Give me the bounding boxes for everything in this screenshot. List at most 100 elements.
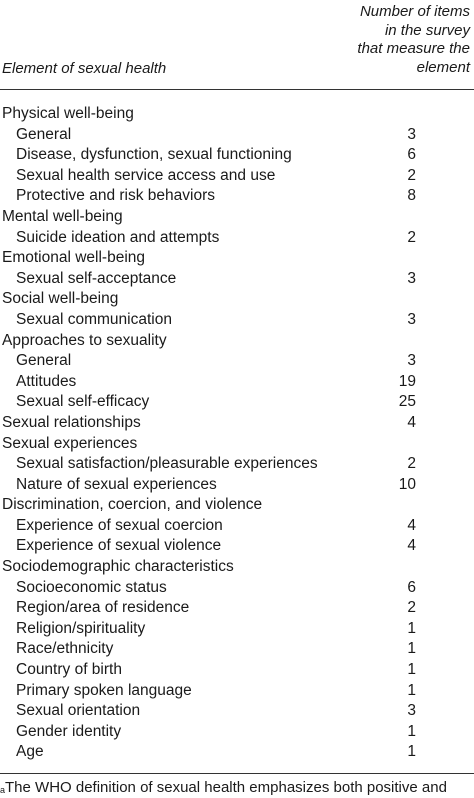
row-label: Religion/spirituality (16, 619, 146, 637)
table-row-category: Physical well-being (0, 104, 474, 125)
footnote: aThe WHO definition of sexual health emp… (0, 778, 447, 798)
column-header-line: in the survey (384, 21, 470, 39)
row-item-count: 8 (407, 187, 416, 205)
column-header-line: Number of items (359, 3, 470, 20)
column-header-element: Element of sexual health (2, 60, 167, 77)
row-label: Mental well-being (2, 207, 123, 225)
column-header-item-count: Number of items in the survey that measu… (330, 3, 470, 77)
row-item-count: 4 (407, 516, 416, 534)
row-item-count: 19 (398, 372, 416, 390)
table-row-category: Sexual experiences (0, 434, 474, 455)
row-label: Age (16, 743, 44, 761)
column-header-line: element (416, 58, 470, 76)
row-item-count: 3 (407, 310, 416, 328)
row-label: Attitudes (16, 372, 77, 390)
row-label: Sexual experiences (2, 434, 138, 452)
row-label: Sexual health service access and use (16, 166, 276, 184)
row-label: Sociodemographic characteristics (2, 558, 234, 576)
row-label: Region/area of residence (16, 599, 190, 617)
table-row-subitem: Experience of sexual violence 4 (0, 536, 474, 557)
table-row-subitem: Sexual satisfaction/pleasurable experien… (0, 454, 474, 475)
row-item-count: 1 (407, 619, 416, 637)
row-item-count: 1 (407, 743, 416, 761)
row-label: Race/ethnicity (16, 640, 114, 658)
table-row-category: Sexual relationships 4 (0, 413, 474, 434)
table-row-subitem: General 3 (0, 351, 474, 372)
table-row-category: Sociodemographic characteristics (0, 557, 474, 578)
table-row-subitem: Gender identity 1 (0, 722, 474, 743)
row-label: Suicide ideation and attempts (16, 228, 220, 246)
table-row-subitem: Suicide ideation and attempts 2 (0, 228, 474, 249)
row-item-count: 6 (407, 578, 416, 596)
table-row-subitem: Sexual orientation 3 (0, 701, 474, 722)
table-row-category: Discrimination, coercion, and violence (0, 495, 474, 516)
row-item-count: 2 (407, 228, 416, 246)
table-body: Physical well-being General 3 Disease, dysf… (0, 104, 474, 763)
row-label: Disease, dysfunction, sexual functioning (16, 146, 292, 164)
row-item-count: 1 (407, 640, 416, 658)
row-item-count: 3 (407, 352, 416, 370)
row-label: Protective and risk behaviors (16, 187, 216, 205)
row-label: Approaches to sexuality (2, 331, 167, 349)
row-label: General (16, 352, 72, 370)
footer-rule (0, 773, 474, 774)
row-item-count: 3 (407, 125, 416, 143)
table-row-subitem: Race/ethnicity 1 (0, 639, 474, 660)
table-row-subitem: Age 1 (0, 742, 474, 763)
row-label: Primary spoken language (16, 681, 192, 699)
table-row-subitem: Attitudes 19 (0, 372, 474, 393)
header-rule (0, 89, 474, 90)
row-label: Physical well-being (2, 105, 134, 122)
table-row-subitem: Sexual self-efficacy 25 (0, 392, 474, 413)
row-label: Sexual self-acceptance (16, 269, 177, 287)
row-item-count: 3 (407, 269, 416, 287)
table-row-subitem: Sexual health service access and use 2 (0, 166, 474, 187)
row-label: Country of birth (16, 661, 122, 679)
table-row-subitem: Country of birth 1 (0, 660, 474, 681)
table-row-category: Approaches to sexuality (0, 331, 474, 352)
table-row-subitem: General 3 (0, 125, 474, 146)
table-row-subitem: Sexual communication 3 (0, 310, 474, 331)
row-label: Emotional well-being (2, 249, 146, 267)
row-item-count: 6 (407, 146, 416, 164)
table-row-category: Mental well-being (0, 207, 474, 228)
row-label: Social well-being (2, 290, 119, 308)
row-label: Experience of sexual coercion (16, 516, 223, 534)
table-row-subitem: Religion/spirituality 1 (0, 619, 474, 640)
table-row-subitem: Primary spoken language 1 (0, 681, 474, 702)
row-label: Nature of sexual experiences (16, 475, 217, 493)
table-row-subitem: Socioeconomic status 6 (0, 578, 474, 599)
table-row-category: Social well-being (0, 289, 474, 310)
row-label: Sexual self-efficacy (16, 393, 150, 411)
table-row-category: Emotional well-being (0, 248, 474, 269)
row-label: Sexual orientation (16, 702, 141, 720)
row-item-count: 10 (398, 475, 416, 493)
row-item-count: 2 (407, 599, 416, 617)
row-label: Gender identity (16, 722, 122, 740)
row-item-count: 4 (407, 413, 416, 431)
table-row-subitem: Sexual self-acceptance 3 (0, 269, 474, 290)
row-item-count: 3 (407, 702, 416, 720)
table-row-subitem: Region/area of residence 2 (0, 598, 474, 619)
footnote-marker: a (0, 785, 6, 795)
row-label: Experience of sexual violence (16, 537, 222, 555)
row-item-count: 2 (407, 166, 416, 184)
table-row-subitem: Experience of sexual coercion 4 (0, 516, 474, 537)
row-label: Sexual relationships (2, 413, 141, 431)
row-item-count: 2 (407, 455, 416, 473)
column-header-line: that measure the (357, 40, 470, 57)
row-label: Sexual communication (16, 310, 172, 328)
table-row-subitem: Nature of sexual experiences 10 (0, 475, 474, 496)
row-item-count: 1 (407, 722, 416, 740)
row-label: General (16, 125, 72, 143)
row-item-count: 1 (407, 681, 416, 699)
row-label: Socioeconomic status (16, 578, 167, 596)
row-item-count: 1 (407, 661, 416, 679)
row-item-count: 4 (407, 537, 416, 555)
row-label: Discrimination, coercion, and violence (2, 496, 263, 514)
row-label: Sexual satisfaction/pleasurable experien… (16, 455, 318, 473)
table-row-subitem: Protective and risk behaviors 8 (0, 186, 474, 207)
row-item-count: 25 (398, 393, 416, 411)
footnote-text: The WHO definition of sexual health emph… (5, 779, 447, 796)
table-row-subitem: Disease, dysfunction, sexual functioning… (0, 145, 474, 166)
